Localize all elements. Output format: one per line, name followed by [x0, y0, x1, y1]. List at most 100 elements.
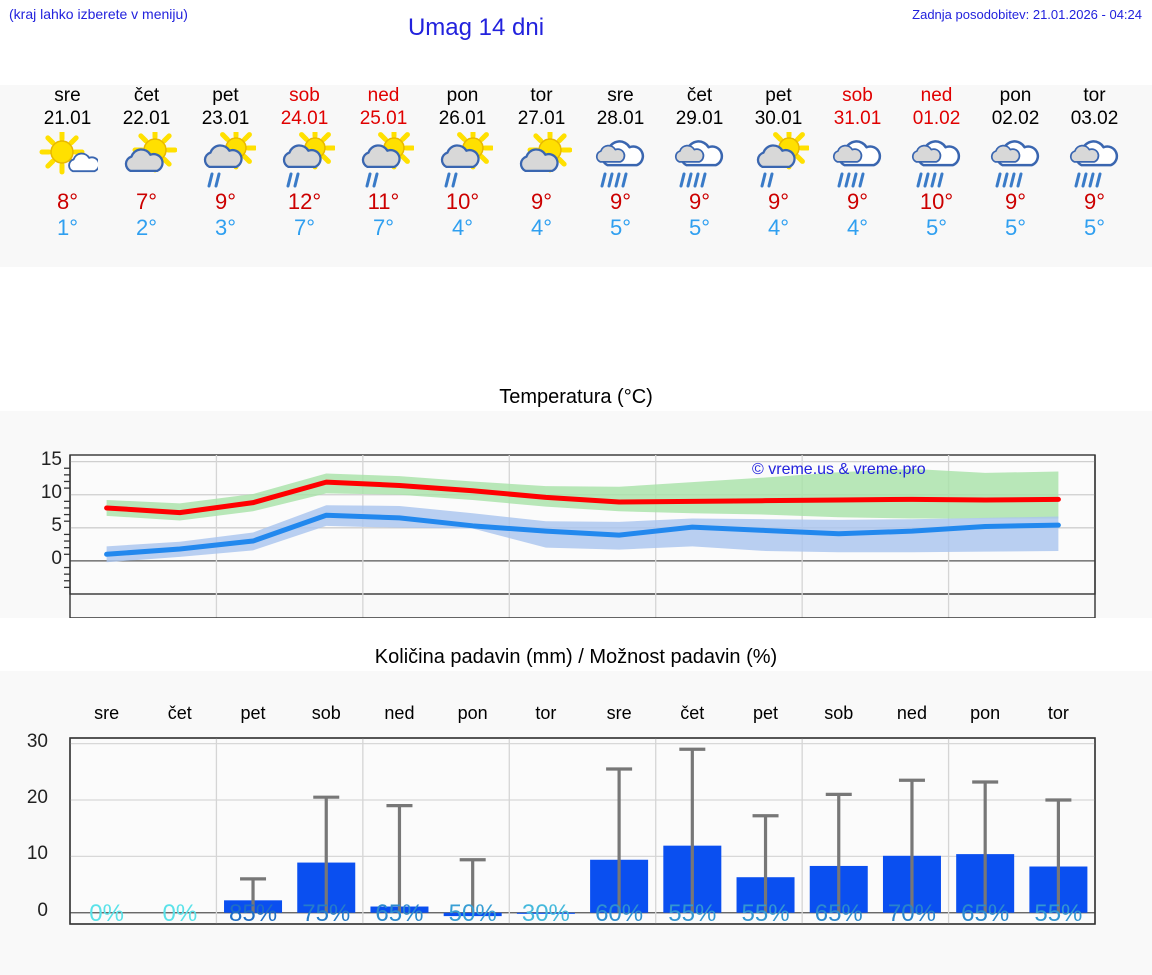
- precip-day-label: pon: [457, 703, 488, 723]
- precip-y-tick-label: 0: [37, 899, 48, 921]
- day-name: tor: [530, 85, 553, 106]
- day-name: sre: [607, 85, 634, 106]
- day-date: 01.02: [912, 108, 961, 129]
- precip-probability-label: 0%: [89, 900, 124, 927]
- day-column-6[interactable]: tor 27.01 9° 4°: [502, 85, 581, 241]
- day-max-temp: 12°: [287, 189, 322, 214]
- sun-cloud-rain-icon: [440, 132, 493, 188]
- temperature-plot-area: 15 10 5 0: [0, 411, 1152, 618]
- last-update-text: Zadnja posodobitev: 21.01.2026 - 04:24: [912, 7, 1142, 22]
- day-min-temp: 7°: [293, 215, 316, 240]
- sun-cloud-rain-icon: [203, 132, 256, 188]
- temp-y-tick-label: 15: [40, 448, 62, 470]
- precip-day-label: pet: [240, 703, 266, 723]
- precip-day-label: ned: [896, 703, 927, 723]
- day-column-3[interactable]: sob 24.01 12° 7°: [265, 85, 344, 241]
- day-min-temp: 5°: [688, 215, 711, 240]
- day-min-temp: 2°: [135, 215, 158, 240]
- day-min-temp: 5°: [925, 215, 948, 240]
- precip-probability-label: 65%: [814, 900, 863, 927]
- precip-probability-label: 55%: [741, 900, 790, 927]
- day-name: čet: [686, 85, 713, 106]
- precip-probability-label: 0%: [162, 900, 198, 927]
- day-column-8[interactable]: čet 29.01 9° 5°: [660, 85, 739, 241]
- day-column-10[interactable]: sob 31.01 9° 4°: [818, 85, 897, 241]
- precip-day-label: pet: [753, 703, 779, 723]
- day-column-1[interactable]: čet 22.01 7° 2°: [107, 85, 186, 241]
- day-min-temp: 1°: [56, 215, 79, 240]
- day-weather-icon: [28, 132, 107, 188]
- day-date: 29.01: [675, 108, 724, 129]
- day-max-temp: 9°: [1004, 189, 1027, 214]
- day-date: 02.02: [991, 108, 1040, 129]
- day-weather-icon: [818, 132, 897, 188]
- precipitation-plot-area: 0 10 20 30 sre čet pet sob ned pon tor sre čet pet sob…: [0, 671, 1152, 975]
- day-weather-icon: [186, 132, 265, 188]
- sun-behind-cloud-icon: [519, 132, 572, 173]
- day-column-5[interactable]: pon 26.01 10° 4°: [423, 85, 502, 241]
- day-max-temp: 8°: [56, 189, 79, 214]
- precip-day-label: čet: [167, 703, 192, 723]
- precip-probability-label: 65%: [375, 900, 424, 927]
- cloud-rain-icon: [832, 140, 881, 188]
- temperature-chart-title: Temperatura (°C): [499, 386, 653, 408]
- day-weather-icon: [897, 132, 976, 188]
- day-column-7[interactable]: sre 28.01 9° 5°: [581, 85, 660, 241]
- day-column-0[interactable]: sre 21.01 8° 1°: [28, 85, 107, 241]
- cloud-rain-icon: [990, 140, 1039, 188]
- day-date: 27.01: [517, 108, 566, 129]
- precipitation-chart-title: Količina padavin (mm) / Možnost padavin …: [374, 646, 778, 668]
- precip-day-label: sob: [824, 703, 854, 723]
- day-column-13[interactable]: tor 03.02 9° 5°: [1055, 85, 1134, 241]
- day-name: čet: [133, 85, 160, 106]
- day-max-temp: 10°: [919, 189, 954, 214]
- cloud-rain-icon: [911, 140, 960, 188]
- daily-forecast-strip: sre 21.01 8° 1° čet 22.01 7° 2° pet 23.01 9° 3° s…: [0, 85, 1152, 267]
- day-weather-icon: [344, 132, 423, 188]
- precip-y-tick-label: 10: [26, 843, 48, 865]
- day-column-4[interactable]: ned 25.01 11° 7°: [344, 85, 423, 241]
- page-title: Umag 14 dni: [407, 14, 545, 41]
- day-name: sob: [842, 85, 873, 106]
- day-column-11[interactable]: ned 01.02 10° 5°: [897, 85, 976, 241]
- day-name: ned: [920, 85, 953, 106]
- day-date: 24.01: [280, 108, 329, 129]
- day-max-temp: 10°: [445, 189, 480, 214]
- day-name: sre: [54, 85, 81, 106]
- precip-day-label: sre: [94, 703, 120, 723]
- temp-y-tick-label: 5: [51, 514, 62, 536]
- day-weather-icon: [265, 132, 344, 188]
- day-max-temp: 9°: [767, 189, 790, 214]
- day-column-2[interactable]: pet 23.01 9° 3°: [186, 85, 265, 241]
- day-weather-icon: [739, 132, 818, 188]
- day-min-temp: 4°: [530, 215, 553, 240]
- precip-probability-label: 65%: [961, 900, 1010, 927]
- precip-y-tick-label: 30: [26, 730, 48, 752]
- day-min-temp: 7°: [372, 215, 395, 240]
- day-name: tor: [1083, 85, 1106, 106]
- day-max-temp: 9°: [688, 189, 711, 214]
- day-column-12[interactable]: pon 02.02 9° 5°: [976, 85, 1055, 241]
- precip-probability-label: 30%: [521, 900, 570, 927]
- sun-behind-cloud-icon: [124, 132, 177, 173]
- precip-probability-label: 85%: [229, 900, 278, 927]
- day-max-temp: 9°: [846, 189, 869, 214]
- temperature-chart: Temperatura (°C) 15 10 5 0: [0, 383, 1152, 618]
- day-date: 23.01: [201, 108, 250, 129]
- day-column-9[interactable]: pet 30.01 9° 4°: [739, 85, 818, 241]
- sun-cloud-rain-icon: [756, 132, 809, 188]
- temp-y-tick-label: 0: [51, 547, 62, 569]
- precip-y-tick-label: 20: [26, 787, 48, 808]
- sun-cloud-rain-icon: [361, 132, 414, 188]
- precip-day-label: pon: [970, 703, 1001, 723]
- day-name: sob: [289, 85, 320, 106]
- day-date: 26.01: [438, 108, 487, 129]
- day-date: 22.01: [122, 108, 171, 129]
- day-min-temp: 4°: [451, 215, 474, 240]
- day-date: 21.01: [43, 108, 92, 129]
- precip-probability-label: 60%: [595, 900, 644, 927]
- precip-day-label: tor: [1047, 703, 1069, 723]
- day-min-temp: 4°: [767, 215, 790, 240]
- temp-y-tick-label: 10: [40, 481, 62, 503]
- precip-probability-label: 55%: [1034, 900, 1083, 927]
